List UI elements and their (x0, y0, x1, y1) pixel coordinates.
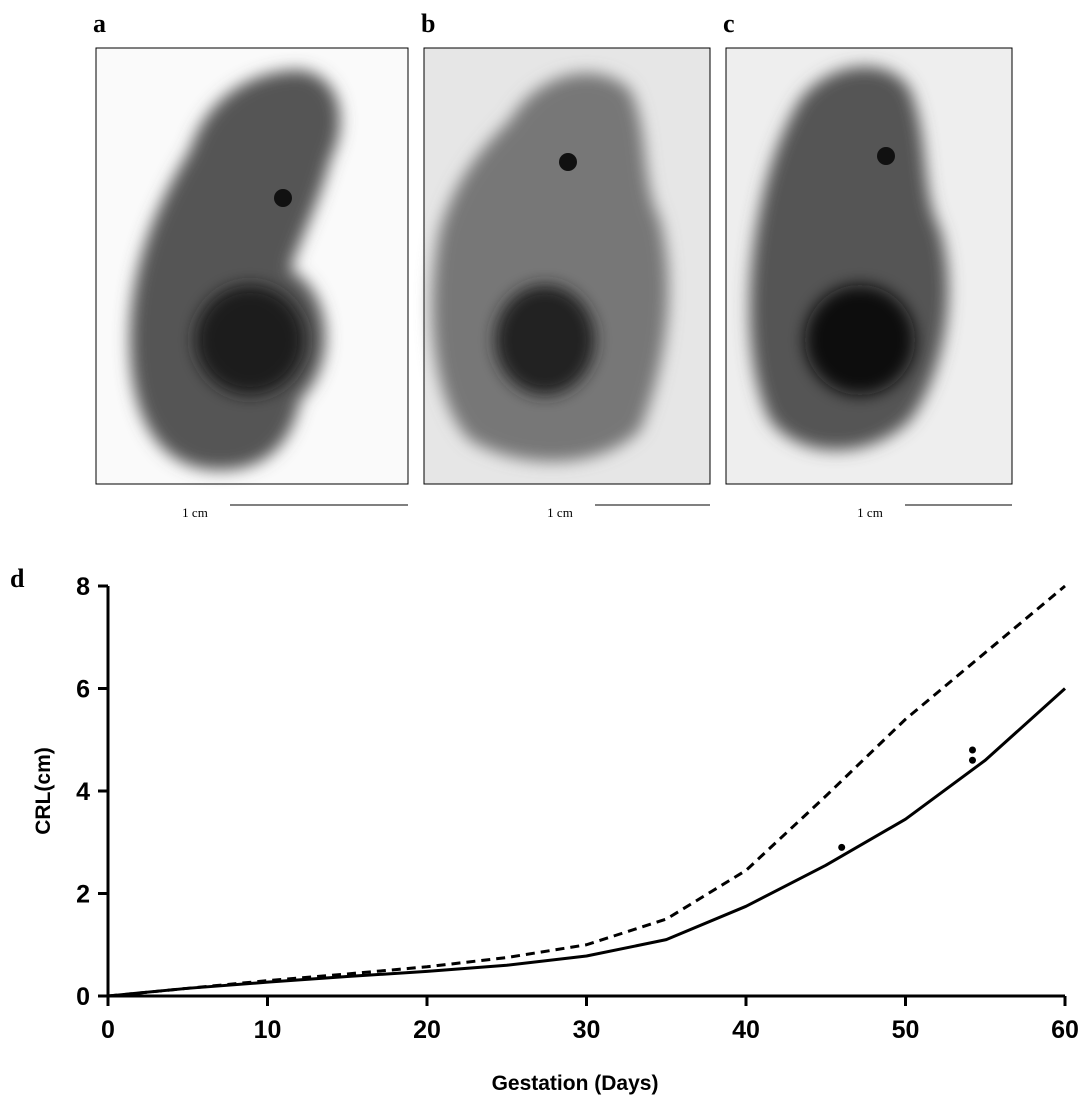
y-axis-label: CRL(cm) (32, 747, 55, 835)
x-tick-label: 50 (892, 1016, 920, 1044)
x-tick-label: 0 (101, 1016, 115, 1044)
photo-panel (423, 47, 711, 485)
panel-label: d (10, 564, 25, 593)
line (107, 584, 1066, 998)
scale-label: 1 cm (857, 505, 883, 520)
panels: a 1 cm b 1 cm c 1 cm (93, 9, 1012, 520)
panel-label: c (723, 9, 735, 38)
y-tick-label: 8 (76, 573, 90, 601)
data-point (838, 843, 846, 851)
y-tick-label: 6 (76, 676, 90, 704)
photo-panel (95, 47, 409, 485)
chart: d Gestation (Days) CRL(cm) 0 2 4 6 8 0 10 20 30 4… (10, 564, 1079, 1095)
photo-panel (725, 47, 1013, 485)
data-point (968, 756, 976, 764)
x-tick-label: 60 (1051, 1016, 1079, 1044)
y-tick-label: 2 (76, 881, 90, 909)
x-tick-label: 20 (413, 1016, 441, 1044)
x-tick-label: 10 (254, 1016, 282, 1044)
x-tick-label: 30 (573, 1016, 601, 1044)
y-tick-label: 4 (76, 778, 90, 806)
x-tick-label: 40 (732, 1016, 760, 1044)
scale-label: 1 cm (547, 505, 573, 520)
line (107, 687, 1067, 998)
panel-label: b (421, 9, 435, 38)
scale-label: 1 cm (182, 505, 208, 520)
x-axis-label: Gestation (Days) (492, 1072, 659, 1095)
panel-label: a (93, 9, 106, 38)
data-point (968, 746, 976, 754)
y-tick-label: 0 (76, 983, 90, 1011)
